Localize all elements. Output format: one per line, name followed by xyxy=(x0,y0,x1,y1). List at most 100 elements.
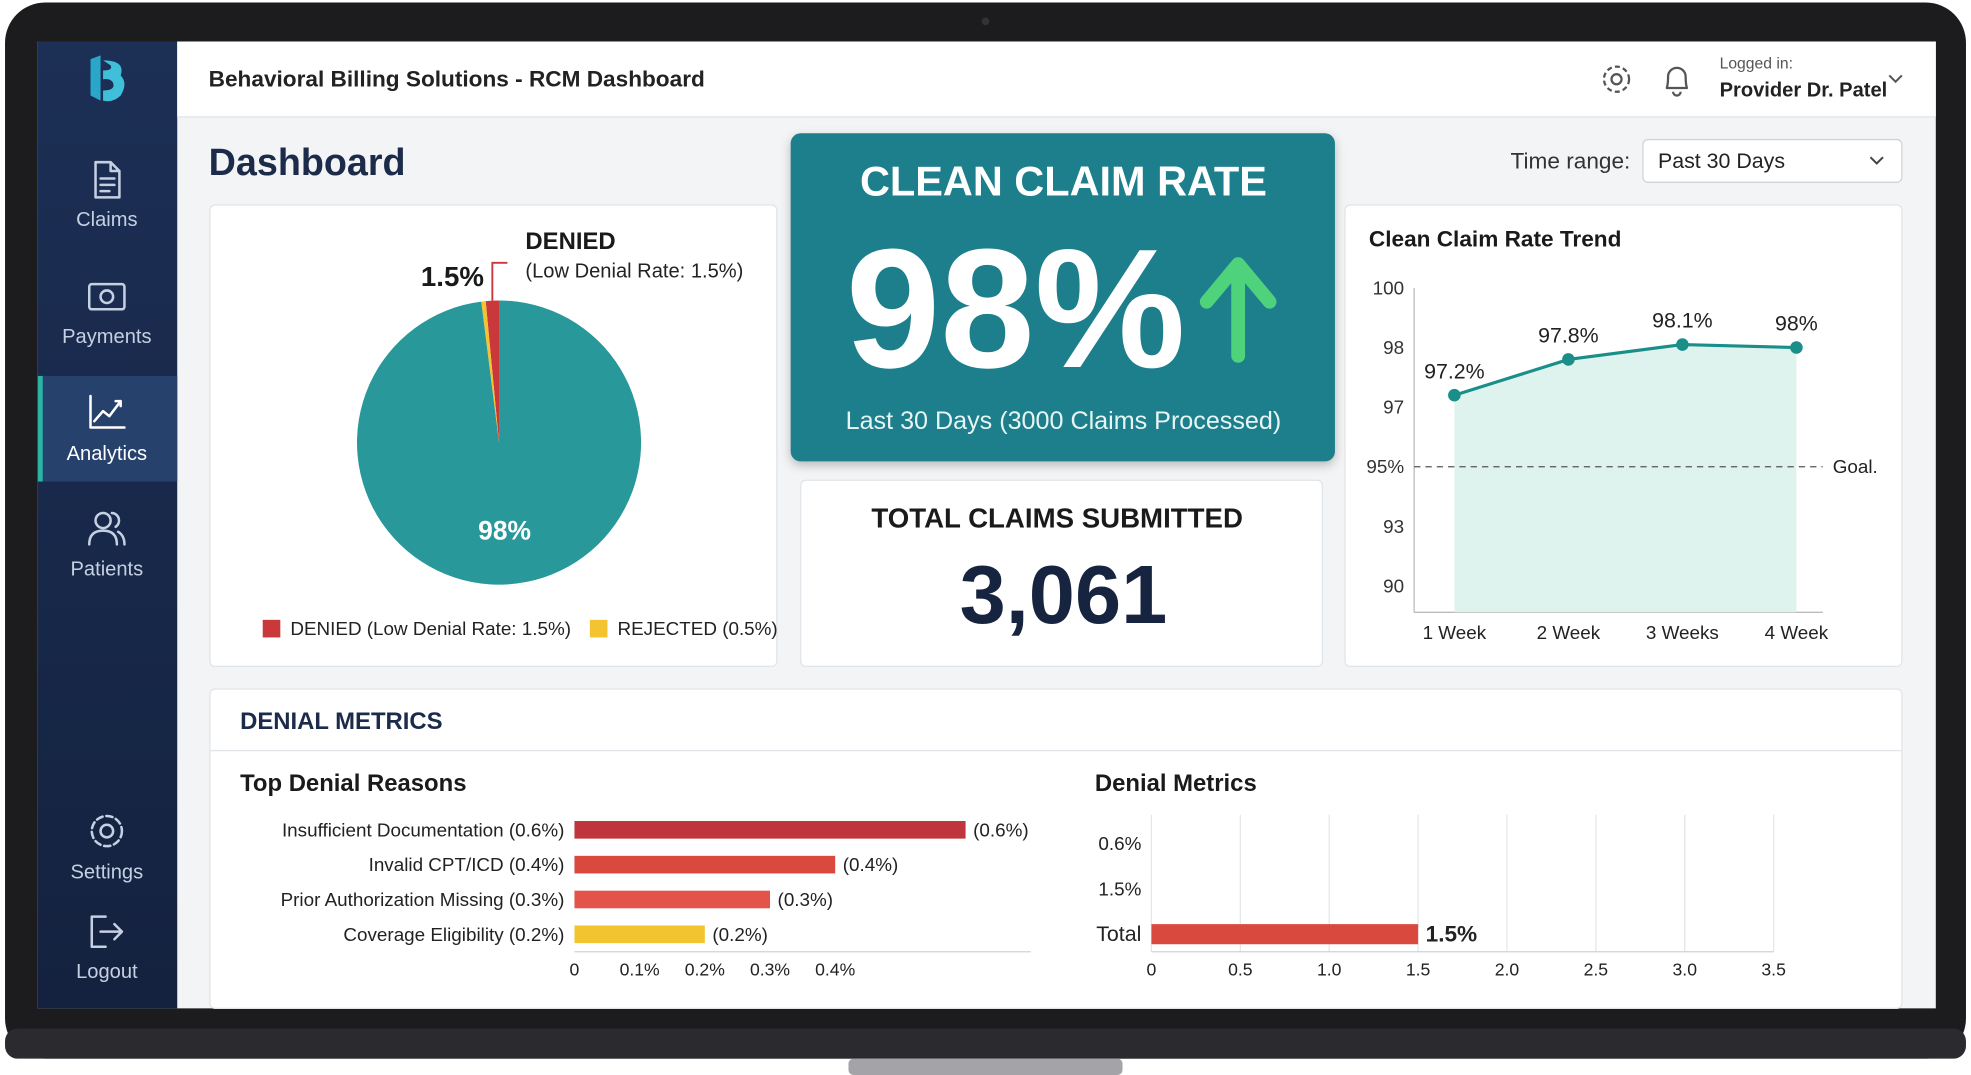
category-label: Coverage Eligibility (0.2%) xyxy=(343,924,564,945)
bar xyxy=(574,855,836,874)
category-label: Total xyxy=(1096,922,1141,946)
y-tick-label: 98 xyxy=(1383,337,1404,358)
pie-slice xyxy=(481,301,500,443)
total-claims-card xyxy=(800,479,1324,668)
bar xyxy=(574,890,771,909)
nav-label[interactable]: Settings xyxy=(71,862,144,884)
nav-label[interactable]: Analytics xyxy=(67,443,147,465)
metrics-title: Denial Metrics xyxy=(1095,770,1257,797)
x-tick-label: 0.5 xyxy=(1228,959,1253,979)
nav-payments[interactable]: Payments xyxy=(62,282,152,348)
pie-slice xyxy=(356,300,642,585)
y-tick-label: 97 xyxy=(1383,397,1404,418)
section-title: DENIAL METRICS xyxy=(240,708,442,735)
pie-chart: 1.5% 98% DENIED (Low Denial Rate: 1.5%) REJ… xyxy=(262,261,778,639)
nav-patients[interactable]: Patients xyxy=(71,511,144,581)
category-label: Prior Authorization Missing (0.3%) xyxy=(281,889,565,910)
value-label: (0.3%) xyxy=(778,889,834,910)
notifications-icon[interactable] xyxy=(1665,66,1689,97)
slice-label: 1.5% xyxy=(421,261,484,292)
trend-point xyxy=(1676,338,1689,351)
x-tick-label: 0.2% xyxy=(685,959,725,979)
nav-label[interactable]: Patients xyxy=(71,559,144,581)
trend-title: Clean Claim Rate Trend xyxy=(1369,226,1622,251)
nav-active-marker xyxy=(37,375,43,482)
pie-slice xyxy=(485,300,500,443)
x-tick-label: 4 Week xyxy=(1765,622,1829,643)
x-tick-label: 2.0 xyxy=(1495,959,1520,979)
trend-point xyxy=(1790,341,1803,354)
pie-title: DENIED xyxy=(525,228,615,255)
x-tick-label: 0.1% xyxy=(620,959,660,979)
trend-up-arrow xyxy=(1199,257,1277,363)
x-tick-label: 1.5 xyxy=(1406,959,1431,979)
bar xyxy=(574,821,966,839)
point-label: 98% xyxy=(1775,312,1818,336)
y-tick-label: 95% xyxy=(1366,456,1404,477)
point-label: 98.1% xyxy=(1652,309,1713,333)
x-tick-label: 2 Week xyxy=(1537,622,1601,643)
page-title: Dashboard xyxy=(209,141,406,183)
reasons-title: Top Denial Reasons xyxy=(240,770,466,797)
reasons-chart: 0 0.1% 0.2% 0.3% 0.4% Insufficient Documentat… xyxy=(281,819,1031,979)
nav-logout[interactable]: Logout xyxy=(76,915,138,983)
legend-label: REJECTED (0.5%) xyxy=(618,618,778,639)
camera xyxy=(981,17,990,26)
leader-line xyxy=(491,261,508,301)
bar xyxy=(574,925,705,944)
settings-icon[interactable] xyxy=(1602,65,1631,93)
value-label: (0.2%) xyxy=(712,924,768,945)
x-tick-label: 1 Week xyxy=(1423,622,1487,643)
nav-analytics[interactable]: Analytics xyxy=(67,394,147,465)
x-tick-label: 3.0 xyxy=(1673,959,1698,979)
legend-label: DENIED (Low Denial Rate: 1.5%) xyxy=(290,618,571,639)
clean-claim-subtitle: Last 30 Days (3000 Claims Processed) xyxy=(846,407,1282,435)
category-label: 0.6% xyxy=(1098,833,1141,854)
x-tick-label: 2.5 xyxy=(1584,959,1609,979)
bar xyxy=(1151,924,1419,945)
goal-label: Goal. xyxy=(1833,456,1878,477)
value-label: (0.6%) xyxy=(973,819,1029,840)
pie-annotation: (Low Denial Rate: 1.5%) xyxy=(525,261,743,283)
trend-line xyxy=(1453,342,1797,397)
nav-settings[interactable]: Settings xyxy=(71,814,144,884)
y-tick-label: 90 xyxy=(1383,575,1404,596)
header xyxy=(177,41,1936,117)
total-claims-value: 3,061 xyxy=(960,548,1168,641)
logged-in-label: Logged in: xyxy=(1720,56,1793,73)
x-tick-label: 0.3% xyxy=(750,959,790,979)
trend-area xyxy=(1454,344,1797,613)
time-range-value[interactable]: Past 30 Days xyxy=(1658,149,1785,173)
time-range-label: Time range: xyxy=(1511,148,1631,173)
user-name[interactable]: Provider Dr. Patel xyxy=(1720,80,1888,102)
slice-label: 98% xyxy=(478,515,531,545)
point-label: 97.2% xyxy=(1424,359,1485,383)
y-tick-label: 93 xyxy=(1383,516,1404,537)
clean-claim-card xyxy=(790,133,1335,462)
denial-card xyxy=(209,688,1903,1009)
y-tick-label: 100 xyxy=(1373,277,1404,298)
x-tick-label: 0 xyxy=(1147,959,1157,979)
category-label: 1.5% xyxy=(1098,878,1141,899)
nav-label[interactable]: Payments xyxy=(62,326,151,348)
logo xyxy=(90,55,125,102)
stand xyxy=(848,1058,1123,1075)
nav-claims[interactable]: Claims xyxy=(76,160,138,231)
value-label: (0.4%) xyxy=(843,854,899,875)
x-tick-label: 0.4% xyxy=(815,959,855,979)
clean-claim-value: 98% xyxy=(846,213,1186,403)
app-title: Behavioral Billing Solutions - RCM Dashb… xyxy=(209,67,705,92)
category-label: Insufficient Documentation (0.6%) xyxy=(282,819,564,840)
nav-label[interactable]: Logout xyxy=(76,961,138,983)
time-range-dropdown[interactable]: Past 30 Days xyxy=(1642,138,1903,183)
metrics-chart: 0 0.5 1.0 1.5 2.0 2.5 3.0 3.5 0.6% 1.5% Total 1.5% xyxy=(1096,814,1786,979)
clean-claim-title: CLEAN CLAIM RATE xyxy=(860,158,1267,205)
legend-swatch xyxy=(262,619,281,638)
user-menu-chevron[interactable] xyxy=(1888,74,1903,84)
total-claims-title: TOTAL CLAIMS SUBMITTED xyxy=(871,503,1243,534)
category-label: Invalid CPT/ICD (0.4%) xyxy=(369,854,565,875)
nav-label[interactable]: Claims xyxy=(76,209,137,231)
x-tick-label: 0 xyxy=(570,959,580,979)
trend-chart: 100 98 97 95% 93 90 Goal. 97.2% 1 Week 97.8% 2 Wee… xyxy=(1366,277,1877,643)
